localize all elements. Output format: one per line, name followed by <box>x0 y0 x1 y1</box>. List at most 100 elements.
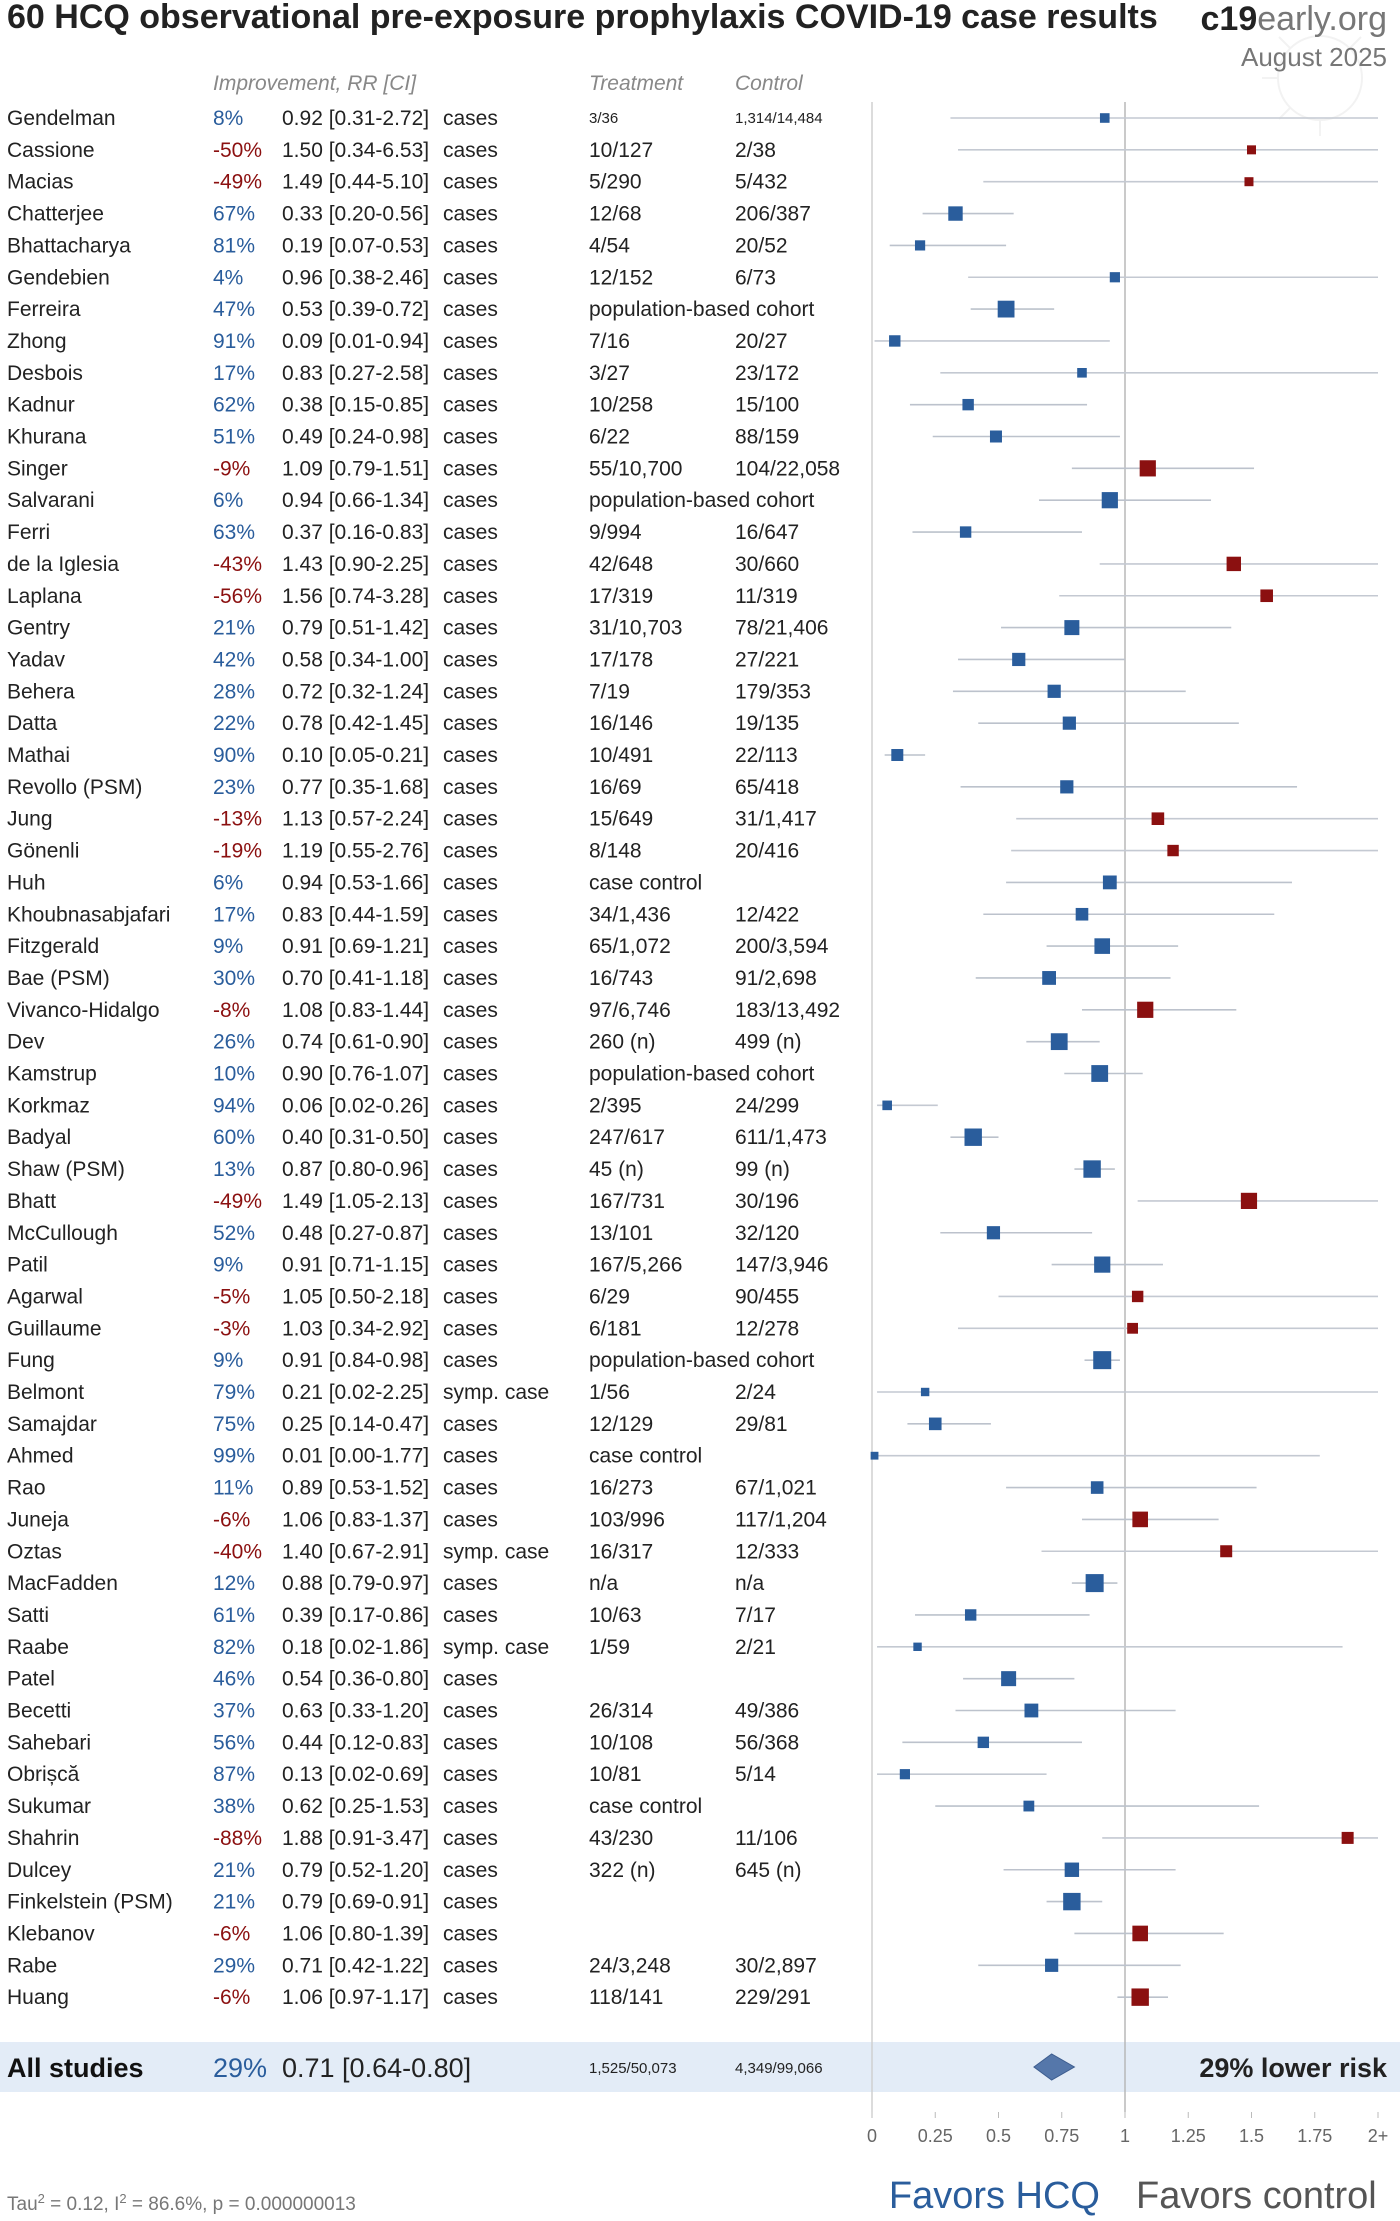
study-point-estimate <box>1099 113 1110 123</box>
study-rr-ci: 0.40 [0.31-0.50] <box>282 1126 429 1149</box>
study-outcome-type: cases <box>443 521 498 544</box>
study-name: Chatterjee <box>7 203 104 226</box>
study-row: Becetti 37% 0.63 [0.33-1.20] cases 26/314 49/… <box>7 1700 1176 1723</box>
tau-value: 0.12 <box>67 2194 104 2215</box>
study-control: 229/291 <box>735 1986 811 2009</box>
study-rr-ci: 0.18 [0.02-1.86] <box>282 1636 429 1659</box>
study-improvement: -56% <box>213 585 262 608</box>
study-outcome-type: cases <box>443 330 498 353</box>
study-row: Sahebari 56% 0.44 [0.12-0.83] cases 10/108 56… <box>7 1731 1082 1754</box>
study-name: Oztas <box>7 1540 62 1563</box>
study-control: 19/135 <box>735 712 799 735</box>
study-improvement: 13% <box>213 1158 255 1181</box>
study-control: 206/387 <box>735 203 811 226</box>
study-rr-ci: 0.38 [0.15-0.85] <box>282 394 429 417</box>
study-row: Finkelstein (PSM) 21% 0.79 [0.69-0.91] case… <box>7 1891 1103 1914</box>
study-rr-ci: 1.06 [0.83-1.37] <box>282 1508 429 1531</box>
study-improvement: 23% <box>213 776 255 799</box>
study-treatment: 8/148 <box>589 840 642 863</box>
study-outcome-type: cases <box>443 1954 498 1977</box>
study-name: Ferri <box>7 521 50 544</box>
study-rr-ci: 0.13 [0.02-0.69] <box>282 1763 429 1786</box>
study-name: Khurana <box>7 426 87 449</box>
x-tick-label: 1.25 <box>1171 2126 1206 2146</box>
study-rr-ci: 0.10 [0.05-0.21] <box>282 744 429 767</box>
study-improvement: 82% <box>213 1636 255 1659</box>
study-row: Kadnur 62% 0.38 [0.15-0.85] cases 10/258 15/1… <box>7 394 1088 417</box>
study-row: Rao 11% 0.89 [0.53-1.52] cases 16/273 67/1,02… <box>7 1477 1257 1500</box>
study-row: Desbois 17% 0.83 [0.27-2.58] cases 3/27 23/17… <box>7 362 1378 385</box>
study-point-estimate <box>1042 971 1056 985</box>
study-rr-ci: 0.78 [0.42-1.45] <box>282 712 429 735</box>
study-treatment: 55/10,700 <box>589 457 682 480</box>
study-improvement: 9% <box>213 1254 243 1277</box>
study-treatment: 10/258 <box>589 394 653 417</box>
study-outcome-type: cases <box>443 840 498 863</box>
study-row: Cassione -50% 1.50 [0.34-6.53] cases 10/127 2… <box>7 139 1378 162</box>
study-name: Cassione <box>7 139 95 162</box>
study-improvement: 79% <box>213 1381 255 1404</box>
study-control: 27/221 <box>735 648 799 671</box>
i2-value: 86.6% <box>148 2194 202 2215</box>
study-name: Macias <box>7 171 74 194</box>
study-outcome-type: cases <box>443 617 498 640</box>
study-outcome-type: cases <box>443 553 498 576</box>
study-name: Jung <box>7 808 53 831</box>
study-improvement: 87% <box>213 1763 255 1786</box>
study-name: Gönenli <box>7 840 79 863</box>
study-treatment: 45 (n) <box>589 1158 644 1181</box>
study-outcome-type: cases <box>443 1891 498 1914</box>
study-outcome-type: cases <box>443 903 498 926</box>
study-improvement: 38% <box>213 1795 255 1818</box>
study-row: Laplana -56% 1.56 [0.74-3.28] cases 17/319 11… <box>7 585 1378 608</box>
study-outcome-type: symp. case <box>443 1636 549 1659</box>
study-rr-ci: 0.53 [0.39-0.72] <box>282 298 429 321</box>
study-treatment: 103/996 <box>589 1508 665 1531</box>
study-treatment: 17/178 <box>589 648 653 671</box>
study-name: Raabe <box>7 1636 69 1659</box>
study-row: Fitzgerald 9% 0.91 [0.69-1.21] cases 65/1,07… <box>7 935 1179 958</box>
study-improvement: 22% <box>213 712 255 735</box>
study-point-estimate <box>1220 1545 1233 1558</box>
study-treatment: 31/10,703 <box>589 617 682 640</box>
study-rr-ci: 1.49 [1.05-2.13] <box>282 1190 429 1213</box>
study-outcome-type: cases <box>443 1508 498 1531</box>
study-outcome-type: cases <box>443 776 498 799</box>
study-rr-ci: 0.25 [0.14-0.47] <box>282 1413 429 1436</box>
study-name: Kamstrup <box>7 1063 97 1086</box>
study-row: Huang -6% 1.06 [0.97-1.17] cases 118/141 229/… <box>7 1986 1169 2009</box>
x-tick-label: 0.25 <box>918 2126 953 2146</box>
study-row: Patil 9% 0.91 [0.71-1.15] cases 167/5,266 147… <box>7 1254 1163 1277</box>
study-name: de la Iglesia <box>7 553 119 576</box>
study-improvement: 81% <box>213 234 255 257</box>
study-treatment: 10/81 <box>589 1763 642 1786</box>
study-point-estimate <box>997 300 1015 318</box>
brand-logo[interactable]: c19early.org <box>1201 0 1388 38</box>
study-rr-ci: 1.09 [0.79-1.51] <box>282 457 429 480</box>
study-rr-ci: 0.54 [0.36-0.80] <box>282 1668 429 1691</box>
study-row: Gönenli -19% 1.19 [0.55-2.76] cases 8/148 20/… <box>7 840 1378 863</box>
study-improvement: 99% <box>213 1445 255 1468</box>
study-treatment: 7/16 <box>589 330 630 353</box>
study-name: Agarwal <box>7 1285 83 1308</box>
study-treatment: 97/6,746 <box>589 999 671 1022</box>
study-outcome-type: cases <box>443 1190 498 1213</box>
study-outcome-type: cases <box>443 1922 498 1945</box>
heterogeneity-stats: Tau2 = 0.12, I2 = 86.6%, p = 0.000000013 <box>7 2191 356 2215</box>
study-treatment: 260 (n) <box>589 1031 656 1054</box>
study-control: 31/1,417 <box>735 808 817 831</box>
study-rr-ci: 0.96 [0.38-2.46] <box>282 266 429 289</box>
study-control: 22/113 <box>735 744 798 767</box>
study-name: Finkelstein (PSM) <box>7 1891 173 1914</box>
study-name: MacFadden <box>7 1572 118 1595</box>
study-rr-ci: 0.83 [0.27-2.58] <box>282 362 429 385</box>
study-rr-ci: 0.83 [0.44-1.59] <box>282 903 429 926</box>
study-treatment: 24/3,248 <box>589 1954 671 1977</box>
study-row: Ferri 63% 0.37 [0.16-0.83] cases 9/994 16/647 <box>7 521 1082 544</box>
study-rr-ci: 1.06 [0.97-1.17] <box>282 1986 429 2009</box>
study-outcome-type: cases <box>443 1859 498 1882</box>
study-name: Bhattacharya <box>7 234 131 257</box>
study-name: Samajdar <box>7 1413 97 1436</box>
study-point-estimate <box>986 1226 1001 1240</box>
study-point-estimate <box>1240 1192 1258 1209</box>
